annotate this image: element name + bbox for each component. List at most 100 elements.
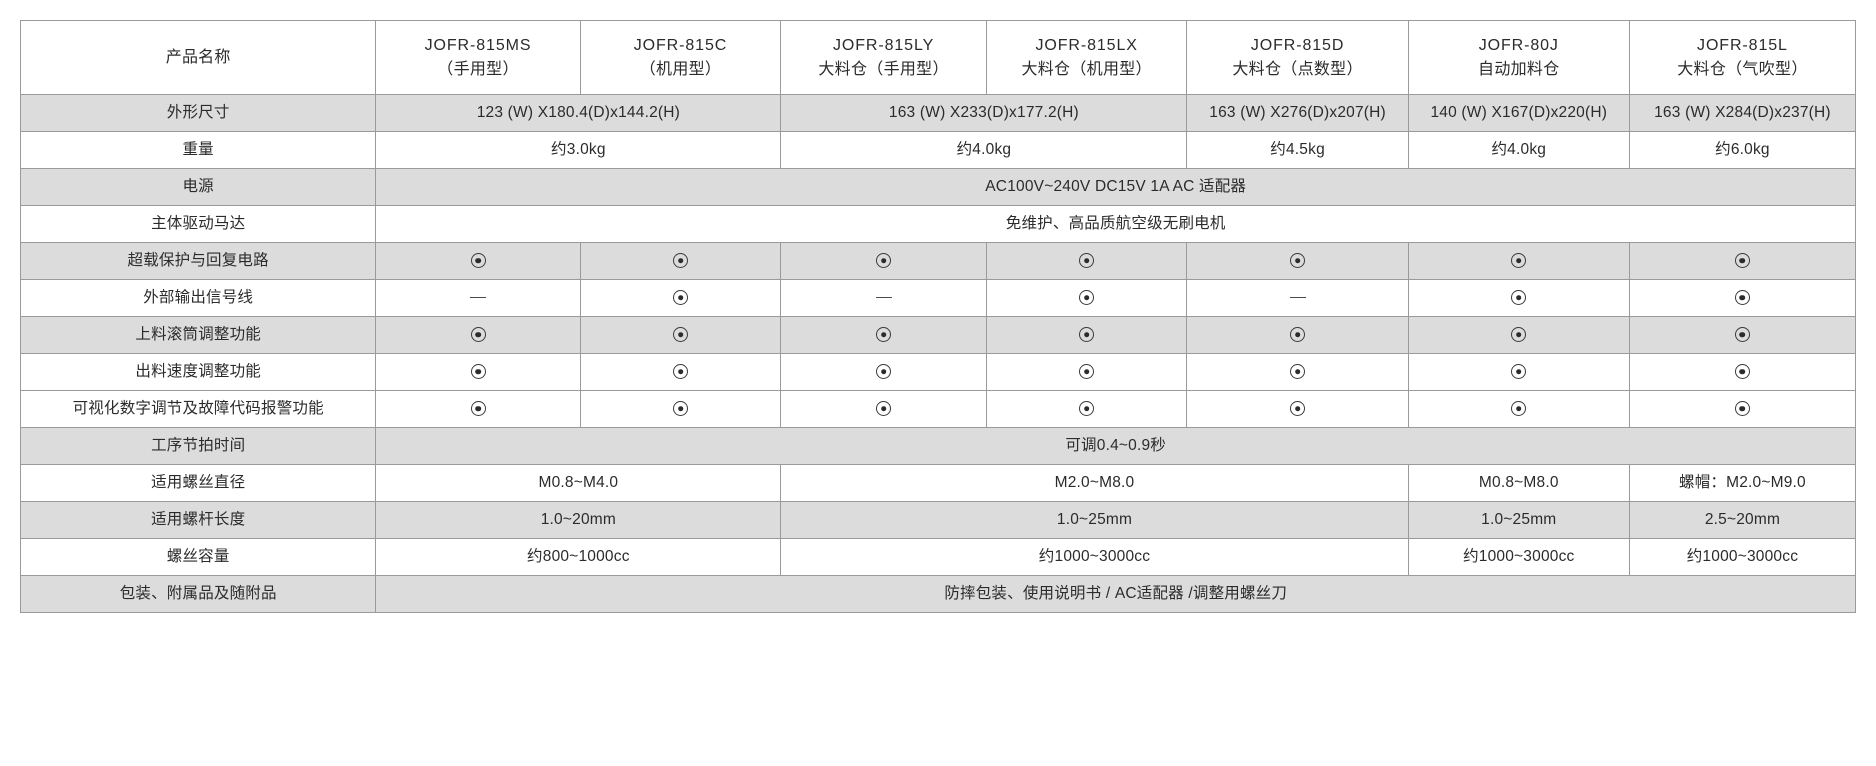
supported-dot-icon-cell [780, 353, 987, 391]
row-label: 上料滚筒调整功能 [19, 316, 377, 354]
circle-dot-icon [470, 401, 486, 417]
supported-dot-icon-cell [985, 279, 1188, 317]
table-row: 可视化数字调节及故障代码报警功能 [19, 390, 1857, 428]
table-row: 电源 AC100V~240V DC15V 1A AC 适配器 [19, 168, 1856, 206]
circle-dot-icon [1734, 327, 1750, 343]
supported-dot-icon-cell [579, 390, 782, 428]
circle-dot-icon [1290, 364, 1306, 380]
circle-dot-icon [876, 401, 892, 417]
supported-dot-icon-cell [1186, 316, 1409, 354]
row-label: 可视化数字调节及故障代码报警功能 [19, 390, 377, 428]
model-subtitle: 自动加料仓 [1478, 60, 1560, 78]
circle-dot-icon [1290, 253, 1306, 269]
row-label: 出料速度调整功能 [19, 353, 377, 391]
spec-value-cell: 防摔包装、使用说明书 / AC适配器 /调整用螺丝刀 [375, 575, 1856, 613]
supported-dot-icon-cell [780, 316, 987, 354]
circle-dot-icon [876, 327, 892, 343]
spec-value-cell: 1.0~25mm [1407, 501, 1630, 539]
circle-dot-icon [1079, 253, 1095, 269]
supported-dot-icon-cell [1628, 242, 1857, 280]
row-label: 主体驱动马达 [19, 205, 377, 243]
table-row: 外部输出信号线 [19, 279, 1857, 317]
supported-dot-icon-cell [1628, 353, 1857, 391]
circle-dot-icon [673, 253, 688, 269]
circle-dot-icon [1079, 401, 1095, 417]
circle-dot-icon [1511, 364, 1527, 380]
dash-icon [470, 297, 487, 299]
spec-value-cell: 163 (W) X233(D)x177.2(H) [780, 94, 1188, 132]
spec-value-cell: 约6.0kg [1628, 131, 1857, 169]
model-code: JOFR-815LX [1035, 37, 1138, 55]
row-label: 重量 [19, 131, 377, 169]
circle-dot-icon [1511, 290, 1527, 306]
model-subtitle: 大料仓（手用型） [818, 60, 949, 78]
supported-dot-icon-cell [1407, 279, 1630, 317]
spec-value-cell: 1.0~25mm [780, 501, 1409, 539]
not-supported-dash-cell [375, 279, 581, 317]
table-row: 超载保护与回复电路 [19, 242, 1857, 280]
spec-value-cell: AC100V~240V DC15V 1A AC 适配器 [375, 168, 1856, 206]
spec-value-cell: 可调0.4~0.9秒 [375, 427, 1856, 465]
supported-dot-icon-cell [780, 242, 987, 280]
circle-dot-icon [1511, 327, 1527, 343]
table-row: 出料速度调整功能 [19, 353, 1857, 391]
supported-dot-icon-cell [1186, 242, 1409, 280]
supported-dot-icon-cell [1407, 353, 1630, 391]
model-subtitle: （手用型） [437, 60, 519, 78]
supported-dot-icon-cell [1628, 279, 1857, 317]
supported-dot-icon-cell [375, 316, 581, 354]
model-code: JOFR-815D [1250, 37, 1345, 55]
supported-dot-icon-cell [1628, 390, 1857, 428]
spec-value-cell: 140 (W) X167(D)x220(H) [1407, 94, 1630, 132]
circle-dot-icon [470, 364, 486, 380]
table-row: 螺丝容量 约800~1000cc 约1000~3000cc 约1000~3000cc 约… [19, 538, 1857, 576]
not-supported-dash-cell [780, 279, 987, 317]
column-header-model: JOFR-815LY 大料仓（手用型） [780, 20, 987, 95]
spec-value-cell: 1.0~20mm [375, 501, 782, 539]
spec-value-cell: 免维护、高品质航空级无刷电机 [375, 205, 1856, 243]
supported-dot-icon-cell [985, 242, 1188, 280]
table-row: 适用螺丝直径 M0.8~M4.0 M2.0~M8.0 M0.8~M8.0 螺帽：M2.0… [19, 464, 1857, 502]
spec-value-cell: 约3.0kg [375, 131, 782, 169]
circle-dot-icon [1734, 364, 1750, 380]
circle-dot-icon [1079, 327, 1095, 343]
row-label: 包装、附属品及随附品 [19, 575, 377, 613]
supported-dot-icon-cell [985, 316, 1188, 354]
supported-dot-icon-cell [375, 390, 581, 428]
not-supported-dash-cell [1186, 279, 1409, 317]
circle-dot-icon [1079, 290, 1095, 306]
spec-value-cell: 123 (W) X180.4(D)x144.2(H) [375, 94, 782, 132]
circle-dot-icon [673, 290, 688, 306]
column-header-model: JOFR-815C （机用型） [579, 20, 782, 95]
supported-dot-icon-cell [1186, 353, 1409, 391]
supported-dot-icon-cell [375, 353, 581, 391]
supported-dot-icon-cell [1628, 316, 1857, 354]
circle-dot-icon [1079, 364, 1095, 380]
spec-value-cell: M0.8~M8.0 [1407, 464, 1630, 502]
supported-dot-icon-cell [1407, 390, 1630, 428]
row-label: 外部输出信号线 [19, 279, 377, 317]
row-label: 适用螺杆长度 [19, 501, 377, 539]
spec-value-cell: 163 (W) X276(D)x207(H) [1186, 94, 1409, 132]
spec-value-cell: 约4.0kg [1407, 131, 1630, 169]
column-header-product-name: 产品名称 [19, 20, 377, 95]
row-label: 适用螺丝直径 [19, 464, 377, 502]
supported-dot-icon-cell [1407, 242, 1630, 280]
spec-value-cell: 163 (W) X284(D)x237(H) [1628, 94, 1857, 132]
table-row: 包装、附属品及随附品 防摔包装、使用说明书 / AC适配器 /调整用螺丝刀 [19, 575, 1856, 613]
table-header-row: 产品名称 JOFR-815MS （手用型） JOFR-815C （机用型） JOFR-81… [19, 20, 1857, 95]
supported-dot-icon-cell [375, 242, 581, 280]
table-row: 主体驱动马达 免维护、高品质航空级无刷电机 [19, 205, 1856, 243]
table-row: 工序节拍时间 可调0.4~0.9秒 [19, 427, 1856, 465]
row-label: 电源 [19, 168, 377, 206]
column-header-model: JOFR-815LX 大料仓（机用型） [985, 20, 1188, 95]
spec-value-cell: 约4.5kg [1186, 131, 1409, 169]
supported-dot-icon-cell [579, 316, 782, 354]
circle-dot-icon [673, 364, 688, 380]
supported-dot-icon-cell [1186, 390, 1409, 428]
circle-dot-icon [673, 327, 688, 343]
model-code: JOFR-815LY [832, 37, 935, 55]
model-code: JOFR-815MS [424, 37, 532, 55]
spec-value-cell: 约4.0kg [780, 131, 1188, 169]
model-subtitle: 大料仓（点数型） [1232, 60, 1363, 78]
